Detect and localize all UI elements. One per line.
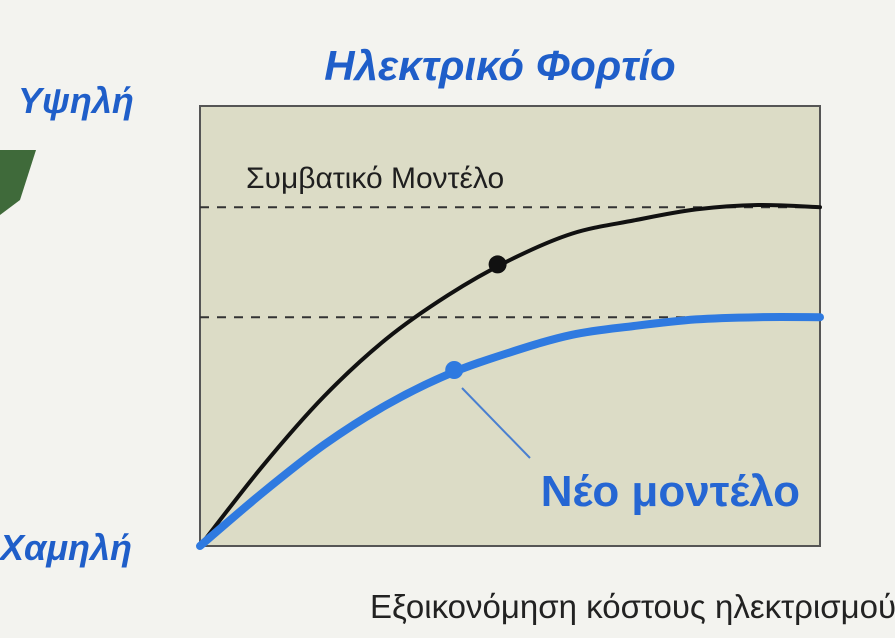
legend-label-new: Νέο μοντέλο bbox=[541, 467, 800, 516]
series-markers bbox=[445, 255, 507, 379]
plot-area bbox=[199, 105, 821, 547]
series-lines bbox=[196, 202, 824, 550]
y-label-high: Υψηλή bbox=[18, 80, 134, 121]
decorative-corner bbox=[0, 150, 36, 215]
legend-label-conventional: Συμβατικό Μοντέλο bbox=[246, 162, 504, 195]
y-label-low: Χαμηλή bbox=[0, 527, 132, 568]
x-axis-label: Εξοικονόμηση κόστους ηλεκτρισμού bbox=[370, 588, 895, 625]
series-line-1 bbox=[196, 313, 824, 550]
series-line-0 bbox=[198, 202, 822, 548]
series-marker-0 bbox=[488, 255, 507, 274]
chart-title: Ηλεκτρικό Φορτίο bbox=[324, 42, 675, 89]
series-marker-1 bbox=[445, 361, 464, 379]
callout-line bbox=[461, 387, 531, 459]
